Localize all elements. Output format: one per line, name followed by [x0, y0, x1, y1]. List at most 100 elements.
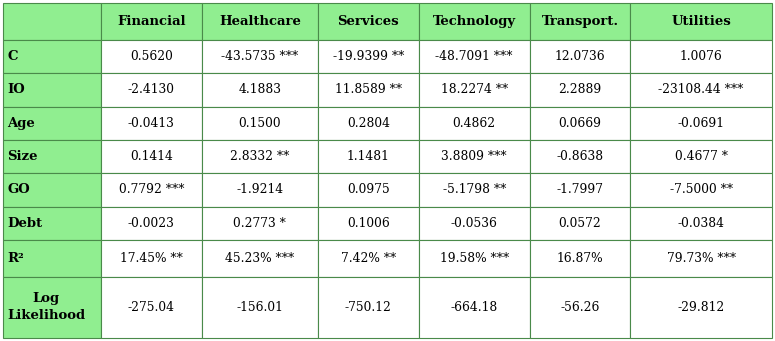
Bar: [530, 240, 630, 277]
Text: -275.04: -275.04: [128, 301, 175, 314]
Text: -0.0413: -0.0413: [128, 117, 175, 130]
Text: Services: Services: [338, 15, 399, 28]
Bar: [3, 40, 102, 73]
Bar: [530, 40, 630, 73]
Bar: [418, 73, 530, 106]
Text: -750.12: -750.12: [345, 301, 392, 314]
Text: -0.8638: -0.8638: [556, 150, 604, 163]
Text: Size: Size: [7, 150, 37, 163]
Text: 0.4862: 0.4862: [453, 117, 496, 130]
Text: -29.812: -29.812: [677, 301, 725, 314]
Bar: [630, 240, 772, 277]
Bar: [319, 140, 418, 173]
Bar: [319, 240, 418, 277]
Bar: [3, 106, 102, 140]
Text: 17.45% **: 17.45% **: [120, 252, 183, 265]
Bar: [630, 3, 772, 40]
Bar: [3, 140, 102, 173]
Bar: [530, 106, 630, 140]
Text: Utilities: Utilities: [671, 15, 731, 28]
Bar: [102, 277, 202, 338]
Bar: [3, 3, 102, 40]
Text: 16.87%: 16.87%: [556, 252, 603, 265]
Bar: [630, 40, 772, 73]
Bar: [319, 3, 418, 40]
Bar: [3, 207, 102, 240]
Bar: [418, 277, 530, 338]
Text: -0.0023: -0.0023: [128, 217, 175, 230]
Text: 0.5620: 0.5620: [130, 50, 173, 63]
Bar: [418, 240, 530, 277]
Bar: [102, 240, 202, 277]
Text: Age: Age: [7, 117, 35, 130]
Bar: [102, 173, 202, 207]
Bar: [102, 40, 202, 73]
Bar: [319, 40, 418, 73]
Bar: [102, 3, 202, 40]
Text: 3.8809 ***: 3.8809 ***: [442, 150, 507, 163]
Bar: [630, 207, 772, 240]
Bar: [3, 173, 102, 207]
Bar: [202, 3, 319, 40]
Text: 19.58% ***: 19.58% ***: [439, 252, 509, 265]
Bar: [202, 140, 319, 173]
Text: 1.1481: 1.1481: [347, 150, 390, 163]
Bar: [530, 73, 630, 106]
Bar: [202, 73, 319, 106]
Bar: [418, 173, 530, 207]
Text: 0.2773 *: 0.2773 *: [233, 217, 286, 230]
Bar: [418, 40, 530, 73]
Text: -7.5000 **: -7.5000 **: [670, 183, 732, 196]
Text: 2.2889: 2.2889: [559, 83, 601, 96]
Bar: [202, 207, 319, 240]
Bar: [202, 40, 319, 73]
Bar: [630, 173, 772, 207]
Bar: [530, 207, 630, 240]
Text: 45.23% ***: 45.23% ***: [226, 252, 294, 265]
Text: 0.4677 *: 0.4677 *: [674, 150, 728, 163]
Bar: [3, 240, 102, 277]
Text: Financial: Financial: [117, 15, 186, 28]
Text: -48.7091 ***: -48.7091 ***: [436, 50, 513, 63]
Bar: [202, 240, 319, 277]
Bar: [630, 140, 772, 173]
Bar: [202, 173, 319, 207]
Bar: [202, 277, 319, 338]
Bar: [418, 207, 530, 240]
Text: -56.26: -56.26: [560, 301, 600, 314]
Bar: [530, 173, 630, 207]
Text: 0.0975: 0.0975: [347, 183, 390, 196]
Text: 12.0736: 12.0736: [555, 50, 605, 63]
Text: 0.0669: 0.0669: [559, 117, 601, 130]
Bar: [630, 73, 772, 106]
Bar: [418, 106, 530, 140]
Bar: [3, 277, 102, 338]
Text: -5.1798 **: -5.1798 **: [443, 183, 506, 196]
Text: 0.0572: 0.0572: [559, 217, 601, 230]
Text: 0.1006: 0.1006: [347, 217, 390, 230]
Bar: [530, 3, 630, 40]
Bar: [3, 73, 102, 106]
Text: Transport.: Transport.: [542, 15, 618, 28]
Bar: [102, 73, 202, 106]
Text: 18.2274 **: 18.2274 **: [441, 83, 508, 96]
Bar: [102, 106, 202, 140]
Bar: [418, 3, 530, 40]
Bar: [530, 277, 630, 338]
Text: -0.0536: -0.0536: [451, 217, 498, 230]
Text: -156.01: -156.01: [236, 301, 284, 314]
Text: 0.1500: 0.1500: [239, 117, 281, 130]
Text: -664.18: -664.18: [450, 301, 498, 314]
Bar: [319, 106, 418, 140]
Text: Technology: Technology: [432, 15, 516, 28]
Text: C: C: [7, 50, 18, 63]
Bar: [319, 277, 418, 338]
Bar: [630, 277, 772, 338]
Text: GO: GO: [7, 183, 29, 196]
Text: -2.4130: -2.4130: [128, 83, 175, 96]
Text: -0.0691: -0.0691: [677, 117, 725, 130]
Text: 2.8332 **: 2.8332 **: [230, 150, 290, 163]
Text: IO: IO: [7, 83, 25, 96]
Bar: [319, 207, 418, 240]
Text: -1.7997: -1.7997: [556, 183, 604, 196]
